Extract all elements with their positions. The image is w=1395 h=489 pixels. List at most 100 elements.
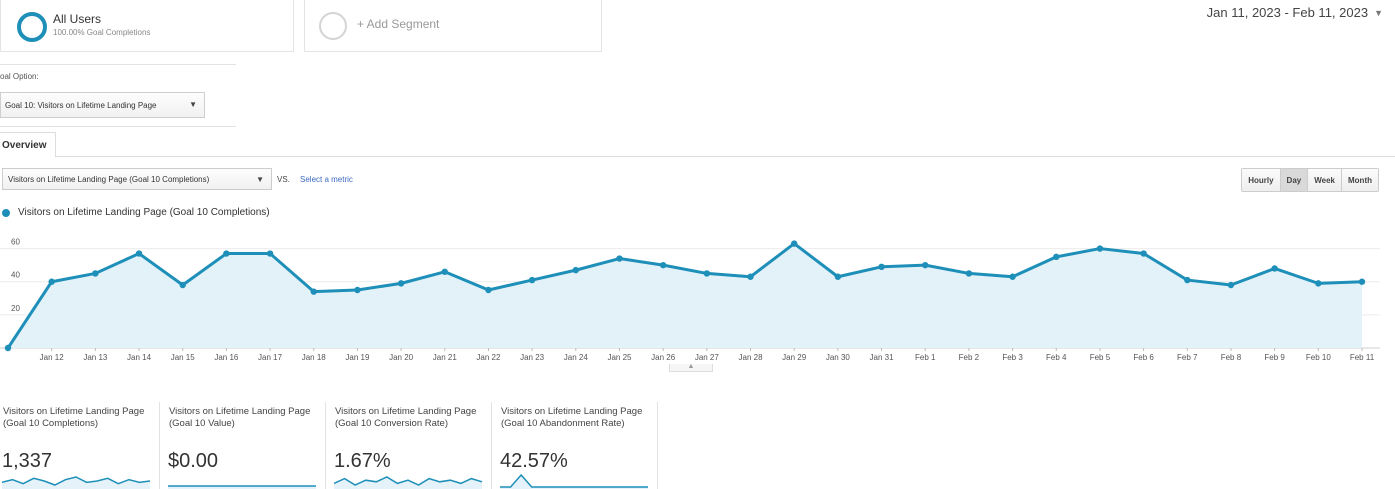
add-segment-label: + Add Segment [357, 17, 440, 31]
divider [0, 64, 236, 65]
legend-dot-icon [2, 208, 10, 217]
y-tick-label: 20 [11, 304, 20, 313]
segment-title: All Users [53, 12, 102, 26]
scorecard-title: Visitors on Lifetime Landing Page (Goal … [3, 406, 145, 429]
sparkline-line [334, 476, 483, 486]
x-tick-label: Feb 5 [1090, 353, 1111, 362]
data-point [747, 273, 754, 280]
x-tick-label: Feb 2 [959, 353, 980, 362]
period-week-button[interactable]: Week [1308, 169, 1342, 191]
data-point [135, 250, 143, 257]
x-tick-label: Jan 29 [782, 353, 807, 362]
data-point [441, 268, 448, 275]
data-point [1358, 278, 1366, 285]
scorecard-value: 42.57% [500, 450, 568, 472]
data-point [878, 263, 885, 270]
data-point [790, 240, 798, 247]
period-toggle: Hourly Day Week Month [1241, 168, 1379, 192]
x-tick-label: Jan 27 [695, 353, 720, 362]
scorecard-title: Visitors on Lifetime Landing Page (Goal … [169, 406, 311, 429]
scorecard-completions[interactable]: Visitors on Lifetime Landing Page (Goal … [0, 402, 160, 489]
data-point [1184, 276, 1191, 284]
x-tick-label: Feb 3 [1002, 353, 1023, 362]
x-tick-label: Feb 6 [1133, 353, 1154, 362]
x-tick-label: Jan 30 [826, 353, 851, 362]
data-point [1009, 273, 1016, 280]
scorecard-abandonment-rate[interactable]: Visitors on Lifetime Landing Page (Goal … [498, 402, 658, 489]
segment-ring-icon [17, 12, 47, 42]
x-tick-label: Jan 13 [83, 353, 108, 362]
x-tick-label: Feb 9 [1264, 353, 1285, 362]
data-point [528, 276, 536, 284]
scorecard-title: Visitors on Lifetime Landing Page (Goal … [501, 406, 643, 429]
goal-option-dropdown[interactable]: Goal 10: Visitors on Lifetime Landing Pa… [0, 92, 205, 118]
data-point [616, 255, 623, 262]
x-tick-label: Jan 21 [433, 353, 458, 362]
x-tick-label: Jan 26 [651, 353, 676, 362]
scorecard-sparkline [168, 485, 316, 489]
period-month-button[interactable]: Month [1342, 169, 1378, 191]
divider [0, 126, 236, 127]
data-point [965, 270, 973, 277]
x-tick-label: Jan 23 [520, 353, 545, 362]
select-metric-link[interactable]: Select a metric [300, 175, 353, 184]
sparkline-line [500, 474, 648, 488]
data-point [92, 270, 99, 277]
data-point [572, 266, 580, 274]
scorecard-value-card[interactable]: Visitors on Lifetime Landing Page (Goal … [166, 402, 326, 489]
x-tick-label: Jan 12 [40, 353, 65, 362]
empty-segment-ring-icon [319, 12, 347, 40]
x-tick-label: Jan 24 [564, 353, 589, 362]
data-point [922, 261, 929, 269]
metric-dropdown-value: Visitors on Lifetime Landing Page (Goal … [8, 175, 210, 184]
x-tick-label: Feb 11 [1350, 353, 1375, 362]
period-hourly-button[interactable]: Hourly [1242, 169, 1281, 191]
x-tick-label: Jan 18 [302, 353, 327, 362]
date-range-label: Jan 11, 2023 - Feb 11, 2023 [1206, 5, 1369, 20]
goal-option-value: Goal 10: Visitors on Lifetime Landing Pa… [5, 101, 157, 110]
x-tick-label: Feb 10 [1306, 353, 1331, 362]
scorecard-title: Visitors on Lifetime Landing Page (Goal … [335, 406, 477, 429]
data-point [4, 344, 12, 352]
chevron-down-icon: ▼ [189, 100, 197, 109]
metric-dropdown[interactable]: Visitors on Lifetime Landing Page (Goal … [2, 168, 272, 190]
series-line [6, 242, 1363, 349]
segment-subtitle: 100.00% Goal Completions [53, 28, 151, 37]
scorecard-sparkline [500, 474, 648, 489]
sparkline-line [2, 476, 151, 486]
add-segment-button[interactable]: + Add Segment [304, 0, 602, 52]
y-tick-label: 60 [11, 238, 20, 247]
data-point [703, 270, 711, 277]
scorecard-conversion-rate[interactable]: Visitors on Lifetime Landing Page (Goal … [332, 402, 492, 489]
chart-legend: Visitors on Lifetime Landing Page (Goal … [2, 207, 270, 218]
x-tick-label: Feb 1 [915, 353, 936, 362]
data-point [266, 250, 274, 257]
x-tick-label: Feb 4 [1046, 353, 1067, 362]
data-point [834, 273, 842, 280]
period-day-button[interactable]: Day [1280, 169, 1309, 191]
y-tick-label: 40 [11, 271, 20, 280]
data-point [485, 286, 492, 294]
data-point [310, 288, 317, 295]
chart-resize-handle[interactable]: ▲ [669, 363, 713, 372]
x-tick-label: Jan 20 [389, 353, 414, 362]
tab-overview[interactable]: Overview [0, 132, 56, 157]
data-point [1315, 280, 1322, 287]
x-tick-label: Jan 25 [607, 353, 632, 362]
date-range-picker[interactable]: Jan 11, 2023 - Feb 11, 2023 ▼ [1207, 5, 1383, 20]
data-point [1140, 250, 1147, 257]
x-tick-label: Jan 15 [171, 353, 196, 362]
x-tick-label: Jan 31 [870, 353, 895, 362]
data-point [397, 280, 405, 287]
x-tick-label: Jan 19 [345, 353, 370, 362]
tab-divider [56, 156, 1395, 157]
scorecard-sparkline [334, 476, 483, 489]
scorecard-value: 1,337 [2, 450, 53, 472]
chevron-down-icon: ▼ [1374, 7, 1383, 18]
data-point [179, 281, 186, 289]
data-point [659, 261, 667, 269]
data-point [223, 250, 230, 257]
segment-all-users[interactable]: All Users 100.00% Goal Completions [0, 0, 294, 52]
x-tick-label: Jan 14 [127, 353, 152, 362]
vs-label: VS. [277, 175, 290, 184]
